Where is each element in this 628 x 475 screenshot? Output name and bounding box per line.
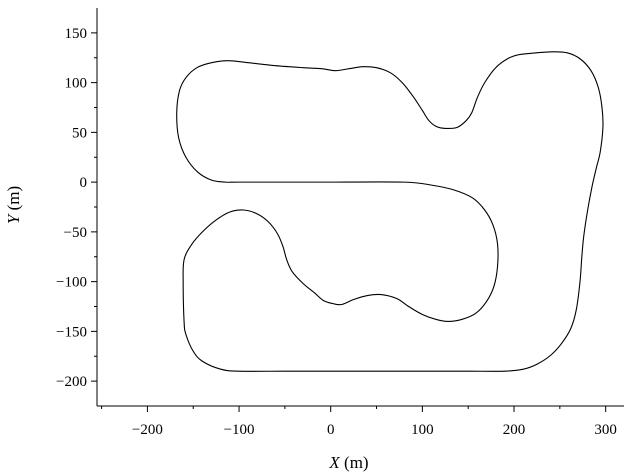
- y-tick-label: −50: [64, 225, 87, 241]
- y-tick-label: 100: [65, 76, 88, 92]
- y-tick-label: 0: [80, 175, 88, 191]
- y-tick-label: 150: [65, 26, 88, 42]
- y-tick-label: −150: [56, 324, 87, 340]
- axes: −200 −100 0 100 200 300 −200 −150 −100 −50 0 50 100 1…: [56, 8, 624, 438]
- y-tick-label: −200: [56, 374, 87, 390]
- x-tick-label: −100: [224, 422, 255, 438]
- x-tick-label: 200: [503, 422, 526, 438]
- y-axis-label: Y (m): [4, 186, 23, 224]
- y-tick-label: 50: [72, 125, 87, 141]
- track-path: [176, 51, 604, 372]
- x-axis-label: X (m): [328, 453, 368, 472]
- x-tick-label: 0: [327, 422, 335, 438]
- x-tick-label: 300: [594, 422, 617, 438]
- y-tick-label: −100: [56, 275, 87, 291]
- x-tick-label: −200: [132, 422, 163, 438]
- x-tick-label: 100: [411, 422, 434, 438]
